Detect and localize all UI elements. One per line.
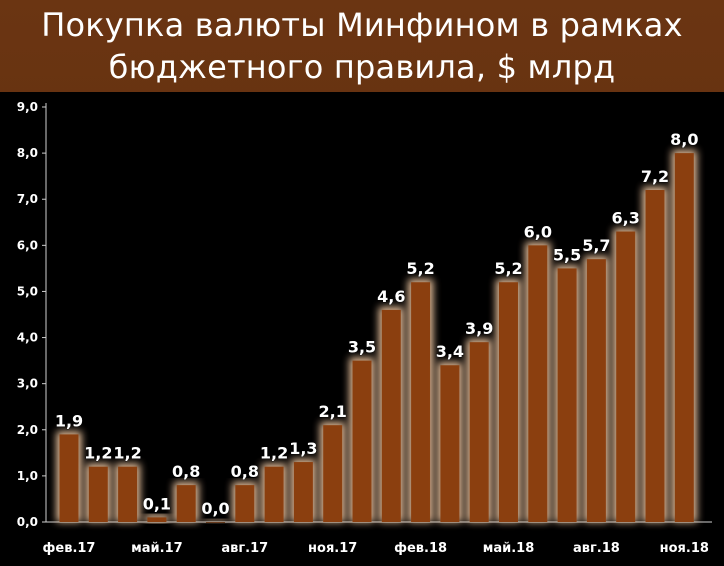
bar-апр.17: [118, 466, 138, 522]
bar-май.17: [147, 517, 167, 522]
data-label: 1,2: [84, 444, 112, 463]
x-tick-label: май.18: [483, 541, 535, 556]
x-tick-label: авг.18: [573, 541, 620, 556]
y-tick-label: 4,0: [17, 331, 38, 345]
data-label: 1,3: [289, 439, 317, 458]
bar-авг.18: [586, 259, 606, 522]
data-label: 5,2: [494, 259, 522, 278]
bar-июл.18: [557, 268, 577, 522]
bar-ноя.17: [323, 425, 343, 522]
data-label: 8,0: [670, 130, 698, 149]
bar-glow: [203, 519, 228, 523]
data-label: 3,4: [436, 342, 464, 361]
bar-июн.17: [176, 485, 196, 522]
y-tick-label: 5,0: [17, 284, 38, 298]
data-label: 1,2: [260, 444, 288, 463]
bar-окт.18: [645, 190, 665, 522]
data-label: 5,7: [582, 236, 610, 255]
bar-ноя.18: [674, 153, 694, 522]
data-label: 6,0: [524, 222, 552, 241]
data-label: 1,2: [113, 444, 141, 463]
bar-сен.18: [616, 231, 636, 522]
y-tick-label: 2,0: [17, 423, 38, 437]
bar-июл.17: [206, 522, 225, 523]
data-label: 0,8: [231, 462, 259, 481]
bar-окт.17: [293, 462, 313, 522]
bar-сен.17: [264, 466, 284, 522]
chart-title-line-1: Покупка валюты Минфином в рамках: [41, 6, 683, 44]
y-tick-label: 7,0: [17, 192, 38, 206]
data-label: 6,3: [612, 209, 640, 228]
x-tick-label: май.17: [131, 541, 183, 556]
bar-фев.18: [411, 282, 431, 522]
data-label: 0,0: [201, 499, 229, 518]
x-tick-label: фев.17: [43, 541, 96, 556]
bar-май.18: [499, 282, 518, 522]
y-tick-label: 6,0: [17, 238, 38, 252]
y-tick-label: 0,0: [17, 515, 38, 529]
x-tick-label: ноя.17: [308, 541, 357, 556]
y-tick-label: 1,0: [17, 469, 38, 483]
bar-авг.17: [235, 485, 255, 522]
x-tick-label: фев.18: [394, 541, 447, 556]
data-label: 3,5: [348, 338, 376, 357]
bar-янв.18: [381, 309, 401, 522]
data-label: 7,2: [641, 167, 669, 186]
bar-мар.18: [440, 365, 460, 522]
chart-title-line-2: бюджетного правила, $ млрд: [108, 48, 616, 86]
data-label: 1,9: [55, 411, 83, 430]
y-tick-label: 9,0: [17, 100, 38, 114]
bar-дек.17: [352, 360, 372, 522]
data-label: 2,1: [319, 402, 347, 421]
data-label: 3,9: [465, 319, 493, 338]
bar-апр.18: [469, 342, 489, 522]
x-tick-label: ноя.18: [660, 541, 709, 556]
data-label: 0,8: [172, 462, 200, 481]
bar-июн.18: [528, 245, 548, 523]
y-tick-label: 3,0: [17, 377, 38, 391]
data-label: 5,2: [406, 259, 434, 278]
data-label: 4,6: [377, 287, 405, 306]
data-label: 0,1: [143, 494, 171, 513]
y-tick-label: 8,0: [17, 146, 38, 160]
x-tick-label: авг.17: [221, 541, 268, 556]
bar-мар.17: [88, 466, 108, 522]
bar-фев.17: [59, 434, 79, 522]
chart-title: Покупка валюты Минфином в рамках бюджетн…: [0, 0, 724, 92]
data-label: 5,5: [553, 245, 581, 264]
